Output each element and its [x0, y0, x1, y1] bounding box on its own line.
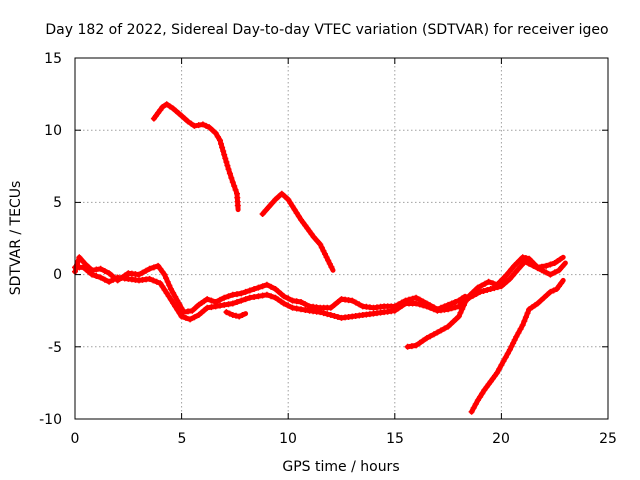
x-tick-label: 20: [492, 431, 510, 447]
plot-frame: [75, 58, 608, 419]
grid-lines: [75, 58, 608, 419]
y-tick-label: 0: [53, 267, 62, 283]
chart-title: Day 182 of 2022, Sidereal Day-to-day VTE…: [45, 22, 608, 38]
x-tick-label: 0: [71, 431, 80, 447]
data-series: [72, 101, 565, 415]
series-arc-7: [472, 280, 564, 411]
x-tick-label: 10: [279, 431, 297, 447]
y-tick-label: -10: [39, 412, 62, 428]
x-tick-label: 5: [178, 431, 187, 447]
series-arc-2: [263, 194, 333, 271]
y-tick-label: -5: [48, 340, 62, 356]
sdtvar-chart: Day 182 of 2022, Sidereal Day-to-day VTE…: [0, 0, 640, 480]
y-axis-label: SDTVAR / TECUs: [8, 181, 24, 296]
x-axis-label: GPS time / hours: [282, 459, 399, 475]
y-tick-label: 15: [44, 51, 62, 67]
y-tick-label: 10: [44, 123, 62, 139]
x-tick-label: 15: [386, 431, 404, 447]
y-tick-label: 5: [53, 195, 62, 211]
axis-ticks: [75, 58, 608, 419]
x-tick-label: 25: [599, 431, 617, 447]
